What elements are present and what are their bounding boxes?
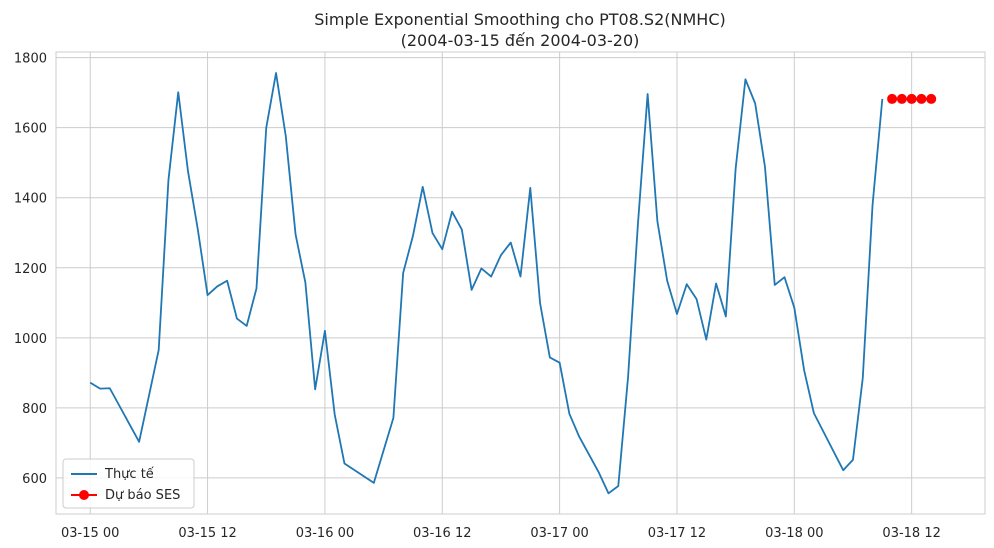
- x-tick-label: 03-15 12: [178, 526, 236, 541]
- chart-subtitle: (2004-03-15 đến 2004-03-20): [401, 31, 640, 50]
- series-line-0: [89, 72, 884, 495]
- x-tick-label: 03-18 00: [765, 526, 823, 541]
- legend-label-forecast: Dự báo SES: [105, 488, 180, 503]
- y-tick-label: 1400: [14, 192, 47, 207]
- x-tick-label: 03-15 00: [61, 526, 119, 541]
- y-tick-label: 1600: [14, 122, 47, 137]
- tick-labels: 600 800 1000 1200 1400 1600 1800 03-15 00 03-15 …: [14, 52, 941, 541]
- y-tick-label: 1200: [14, 262, 47, 277]
- y-tick-label: 600: [22, 472, 47, 487]
- forecast-point: [896, 93, 907, 104]
- y-tick-label: 1800: [14, 52, 47, 67]
- y-tick-label: 800: [22, 402, 47, 417]
- legend-marker-forecast: [79, 490, 89, 500]
- grid: [56, 52, 985, 514]
- forecast-point: [926, 93, 937, 104]
- forecast-point: [906, 93, 917, 104]
- series-layer: [89, 72, 937, 495]
- y-tick-label: 1000: [14, 332, 47, 347]
- x-tick-label: 03-16 00: [296, 526, 354, 541]
- x-tick-label: 03-17 00: [530, 526, 588, 541]
- legend: Thực tế Dự báo SES: [62, 458, 195, 509]
- x-tick-label: 03-17 12: [648, 526, 706, 541]
- plot-area: [55, 51, 986, 515]
- forecast-point: [887, 93, 898, 104]
- x-tick-label: 03-18 12: [882, 526, 940, 541]
- legend-label-actual: Thực tế: [104, 467, 154, 482]
- chart-title: Simple Exponential Smoothing cho PT08.S2…: [314, 10, 725, 29]
- x-tick-label: 03-16 12: [413, 526, 471, 541]
- forecast-point: [916, 93, 927, 104]
